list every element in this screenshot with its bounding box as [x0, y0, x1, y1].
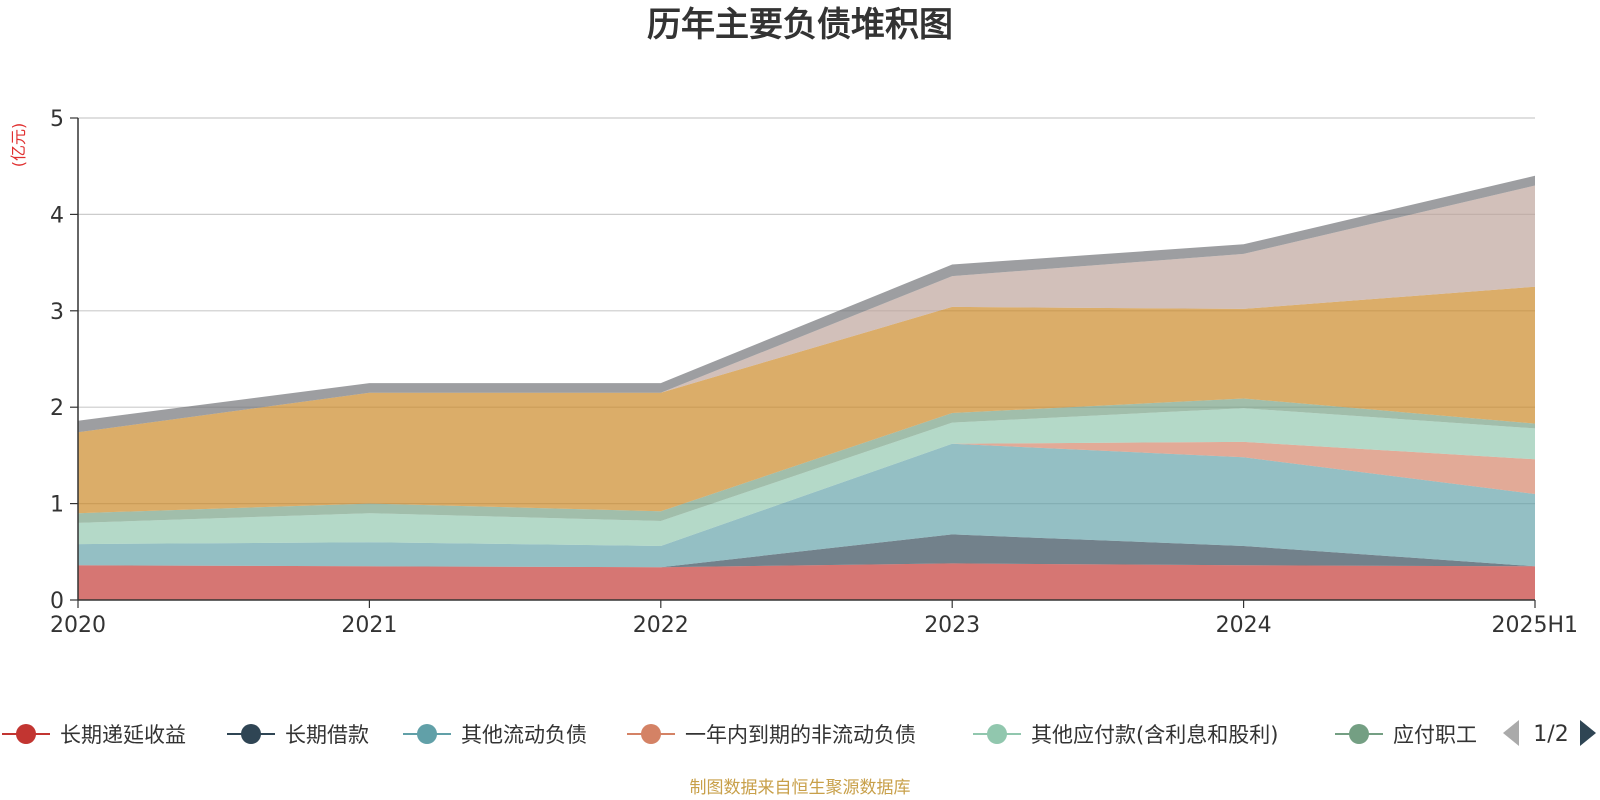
- legend-label: 一年内到期的非流动负债: [685, 723, 916, 747]
- area-series-8[interactable]: [78, 185, 1535, 433]
- area-series-3[interactable]: [78, 443, 1535, 568]
- y-tick-label: 2: [50, 396, 64, 421]
- legend-next-arrow-icon[interactable]: [1580, 720, 1596, 746]
- legend-page-indicator: 1/2: [1533, 722, 1568, 747]
- x-tick-label: 2020: [50, 613, 106, 638]
- area-series-6[interactable]: [78, 398, 1535, 523]
- legend-pager: 1/2: [1503, 720, 1596, 747]
- y-tick-label: 1: [50, 493, 64, 518]
- area-series-5[interactable]: [78, 408, 1535, 546]
- y-axis-ticks: 0 1 2 3 4 5: [50, 107, 78, 614]
- legend-prev-arrow-icon[interactable]: [1503, 720, 1519, 746]
- x-axis-ticks: 2020 2021 2022 2023 2024 2025H1: [50, 600, 1578, 638]
- y-tick-label: 3: [50, 300, 64, 325]
- legend-item[interactable]: 应付职工: [1335, 723, 1477, 747]
- legend-marker-icon: [987, 724, 1007, 744]
- legend-marker-icon: [16, 724, 36, 744]
- legend-label: 应付职工: [1393, 723, 1477, 747]
- y-tick-label: 4: [50, 203, 64, 228]
- chart-title: 历年主要负债堆积图: [647, 5, 953, 45]
- y-tick-label: 0: [50, 589, 64, 614]
- y-axis-unit: (亿元): [9, 123, 28, 168]
- legend-item[interactable]: 其他流动负债: [403, 723, 587, 747]
- axes: [77, 118, 1535, 601]
- area-series: [78, 175, 1535, 600]
- x-tick-label: 2021: [341, 613, 397, 638]
- legend-item[interactable]: 长期递延收益: [2, 723, 186, 747]
- legend-item[interactable]: 一年内到期的非流动负债: [627, 723, 916, 747]
- legend-marker-icon: [241, 724, 261, 744]
- area-series-4[interactable]: [78, 441, 1535, 546]
- legend-item[interactable]: 其他应付款(含利息和股利): [973, 723, 1278, 747]
- area-series-9[interactable]: [78, 175, 1535, 433]
- legend-item[interactable]: 长期借款: [227, 723, 369, 747]
- legend-marker-icon: [1349, 724, 1369, 744]
- legend-label: 长期借款: [285, 723, 369, 747]
- legend-label: 其他应付款(含利息和股利): [1031, 723, 1278, 747]
- x-tick-label: 2022: [633, 613, 689, 638]
- x-tick-label: 2025H1: [1491, 613, 1578, 638]
- x-tick-label: 2024: [1216, 613, 1272, 638]
- legend[interactable]: 长期递延收益 长期借款 其他流动负债 一年内到期的非流动负债 其他应付款(含利息和股利)…: [2, 723, 1477, 747]
- y-tick-label: 5: [50, 107, 64, 132]
- legend-label: 其他流动负债: [461, 723, 587, 747]
- area-series-7[interactable]: [78, 286, 1535, 514]
- area-series-2[interactable]: [78, 534, 1535, 568]
- x-tick-label: 2023: [924, 613, 980, 638]
- area-series-1[interactable]: [78, 563, 1535, 600]
- legend-label: 长期递延收益: [60, 723, 186, 747]
- data-source-note: 制图数据来自恒生聚源数据库: [690, 778, 911, 798]
- legend-marker-icon: [417, 724, 437, 744]
- legend-marker-icon: [641, 724, 661, 744]
